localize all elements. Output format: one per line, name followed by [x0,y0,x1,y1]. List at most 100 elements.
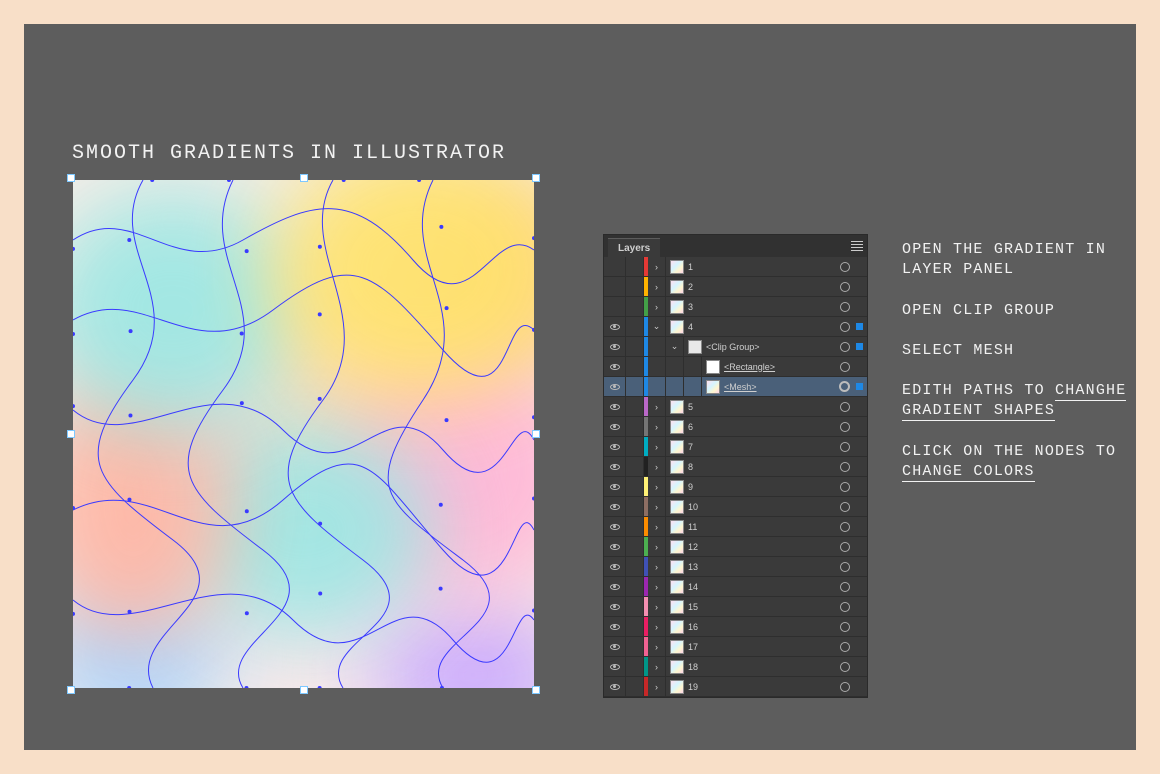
target-icon[interactable] [840,522,850,532]
layer-row[interactable]: › 11 [604,517,867,537]
layer-row[interactable]: ›7 [604,437,867,457]
layer-thumbnail[interactable] [670,640,684,654]
target-icon[interactable] [840,602,850,612]
layer-thumbnail[interactable] [706,380,720,394]
layer-thumbnail[interactable] [688,340,702,354]
disclosure-arrow-icon[interactable]: › [655,662,658,672]
lock-toggle[interactable] [626,297,644,316]
layer-thumbnail[interactable] [706,360,720,374]
layer-row[interactable]: ›19 [604,677,867,697]
layer-row[interactable]: › 17 [604,637,867,657]
disclosure-arrow-icon[interactable]: › [655,562,658,572]
disclosure-arrow-icon[interactable]: › [655,282,658,292]
layer-label[interactable]: 15 [688,602,840,612]
gradient-artboard[interactable] [73,180,534,688]
lock-toggle[interactable] [626,317,644,336]
layer-label[interactable]: <Mesh> [724,382,839,392]
layer-row[interactable]: › 13 [604,557,867,577]
target-icon[interactable] [840,562,850,572]
layer-thumbnail[interactable] [670,540,684,554]
target-icon[interactable] [840,402,850,412]
layer-label[interactable]: 11 [688,522,840,532]
visibility-toggle[interactable] [604,337,626,356]
visibility-toggle[interactable] [604,517,626,536]
visibility-toggle[interactable] [604,497,626,516]
visibility-toggle[interactable] [604,417,626,436]
target-icon[interactable] [840,342,850,352]
visibility-toggle[interactable] [604,357,626,376]
layer-row[interactable]: <Mesh> [604,377,867,397]
disclosure-arrow-icon[interactable]: › [655,522,658,532]
target-icon[interactable] [840,462,850,472]
lock-toggle[interactable] [626,257,644,276]
layer-thumbnail[interactable] [670,680,684,694]
visibility-toggle[interactable] [604,677,626,696]
layer-label[interactable]: 5 [688,402,840,412]
target-icon[interactable] [840,662,850,672]
layer-thumbnail[interactable] [670,560,684,574]
visibility-toggle[interactable] [604,317,626,336]
layer-label[interactable]: 7 [688,442,840,452]
disclosure-arrow-icon[interactable]: › [655,622,658,632]
disclosure-arrow-icon[interactable]: › [655,582,658,592]
visibility-toggle[interactable] [604,457,626,476]
layer-label[interactable]: <Rectangle> [724,362,840,372]
panel-header[interactable]: Layers [604,235,867,257]
layer-row[interactable]: ⌄4 [604,317,867,337]
layer-row[interactable]: ›18 [604,657,867,677]
lock-toggle[interactable] [626,637,644,656]
layer-row[interactable]: ›8 [604,457,867,477]
lock-toggle[interactable] [626,577,644,596]
disclosure-arrow-icon[interactable]: ⌄ [671,341,679,352]
layer-label[interactable]: 6 [688,422,840,432]
target-icon[interactable] [840,622,850,632]
layer-label[interactable]: <Clip Group> [706,342,840,352]
layer-row[interactable]: ›6 [604,417,867,437]
lock-toggle[interactable] [626,657,644,676]
visibility-toggle[interactable] [604,537,626,556]
lock-toggle[interactable] [626,277,644,296]
disclosure-arrow-icon[interactable]: › [655,302,658,312]
lock-toggle[interactable] [626,417,644,436]
target-icon[interactable] [840,542,850,552]
layer-thumbnail[interactable] [670,580,684,594]
lock-toggle[interactable] [626,437,644,456]
lock-toggle[interactable] [626,537,644,556]
target-icon[interactable] [840,422,850,432]
lock-toggle[interactable] [626,397,644,416]
layers-panel[interactable]: Layers ›1›2›3⌄4⌄<Clip Group><Rectangle><… [603,234,868,698]
lock-toggle[interactable] [626,597,644,616]
target-icon[interactable] [840,682,850,692]
target-icon[interactable] [840,302,850,312]
layer-thumbnail[interactable] [670,460,684,474]
layer-label[interactable]: 13 [688,562,840,572]
layer-thumbnail[interactable] [670,660,684,674]
disclosure-arrow-icon[interactable]: › [655,462,658,472]
layer-thumbnail[interactable] [670,280,684,294]
layer-thumbnail[interactable] [670,440,684,454]
layer-label[interactable]: 8 [688,462,840,472]
disclosure-arrow-icon[interactable]: ⌄ [653,321,661,332]
disclosure-arrow-icon[interactable]: › [655,442,658,452]
visibility-toggle[interactable] [604,577,626,596]
disclosure-arrow-icon[interactable]: › [655,482,658,492]
layer-row[interactable]: ›2 [604,277,867,297]
target-icon[interactable] [840,262,850,272]
layer-row[interactable]: ›10 [604,497,867,517]
layer-row[interactable]: ›1 [604,257,867,277]
layer-thumbnail[interactable] [670,320,684,334]
disclosure-arrow-icon[interactable]: › [655,602,658,612]
disclosure-arrow-icon[interactable]: › [655,682,658,692]
layer-row[interactable]: ›5 [604,397,867,417]
target-icon[interactable] [839,381,850,392]
lock-toggle[interactable] [626,497,644,516]
layer-label[interactable]: 17 [688,642,840,652]
layer-row[interactable]: ›16 [604,617,867,637]
visibility-toggle[interactable] [604,477,626,496]
disclosure-arrow-icon[interactable]: › [655,642,658,652]
lock-toggle[interactable] [626,677,644,696]
disclosure-arrow-icon[interactable]: › [655,542,658,552]
lock-toggle[interactable] [626,557,644,576]
disclosure-arrow-icon[interactable]: › [655,262,658,272]
visibility-toggle[interactable] [604,637,626,656]
